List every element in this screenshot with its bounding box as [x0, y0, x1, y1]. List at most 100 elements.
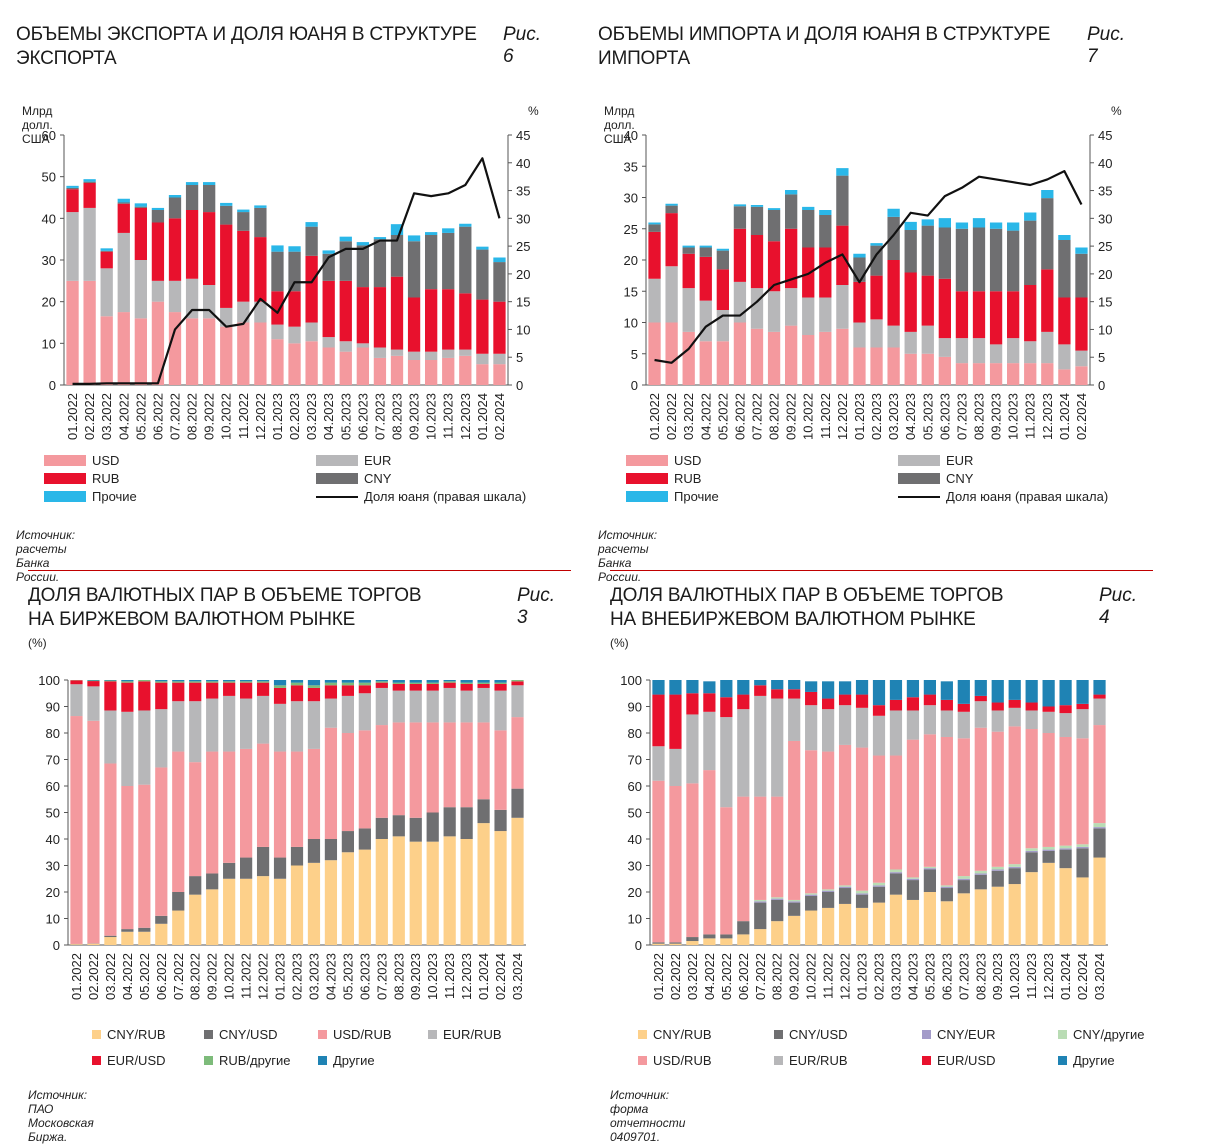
x-tick-label: 05.2023: [338, 393, 353, 440]
x-tick-label: 07.2022: [750, 393, 765, 440]
bar-segment-eur-rub: [461, 691, 473, 723]
bar-segment-cny: [459, 227, 471, 294]
bar-segment-eur: [819, 298, 831, 332]
bar-segment-eur: [836, 285, 848, 329]
legend-label: Прочие: [92, 489, 137, 504]
bar-segment-cny: [802, 210, 814, 248]
bar-segment-eur-rub: [992, 710, 1004, 731]
bar-segment-eur-usd: [669, 695, 681, 749]
bar-segment-rub-other: [274, 685, 286, 688]
figure-label: Рис. 7: [1087, 24, 1125, 68]
bar-segment-cny-usd: [189, 876, 201, 895]
y-tick-label: 35: [624, 159, 638, 174]
bar-segment-cny-rub: [87, 944, 99, 945]
bar-segment-eur-usd: [444, 683, 456, 688]
x-tick-label: 02.2023: [287, 393, 302, 440]
bar-segment-cny: [83, 182, 95, 183]
y2-tick-label: 25: [516, 239, 530, 254]
bar-segment-eur-usd: [393, 684, 405, 691]
bar-segment-cny-other: [890, 869, 902, 872]
bar-segment-other: [374, 237, 386, 239]
y2-tick-label: 10: [516, 322, 530, 337]
bar-segment-cny-rub: [1093, 858, 1105, 945]
bar-segment-other: [1041, 190, 1053, 198]
legend-label: Другие: [333, 1053, 375, 1068]
y2-tick-label: 5: [1098, 350, 1105, 365]
x-tick-label: 08.2023: [972, 393, 987, 440]
bar-segment-eur: [152, 281, 164, 302]
x-tick-label: 03.2022: [99, 393, 114, 440]
bar-segment-eur-usd: [121, 683, 133, 712]
y-tick-label: 5: [631, 347, 638, 362]
bar-segment-rub: [700, 257, 712, 301]
bar-segment-eur-usd: [410, 684, 422, 691]
bar-segment-cny-usd: [1043, 851, 1055, 863]
bar-segment-eur: [271, 325, 283, 340]
bar-segment-eur-rub: [652, 746, 664, 780]
bar-segment-others: [308, 680, 320, 685]
legend-label: EUR/USD: [937, 1053, 996, 1068]
x-tick-label: 04.2023: [905, 953, 920, 1000]
bar-segment-cny-rub: [890, 895, 902, 945]
bar-segment-rub-other: [121, 681, 133, 682]
bar-segment-cny: [956, 229, 968, 292]
x-tick-label: 04.2023: [323, 953, 338, 1000]
bar-segment-rub: [887, 260, 899, 326]
bar-segment-cny-other: [1076, 844, 1088, 847]
x-tick-label: 01.2022: [69, 953, 84, 1000]
bar-segment-usd-rub: [342, 733, 354, 831]
bar-segment-rub: [305, 256, 317, 323]
bar-segment-cny-rub: [1043, 863, 1055, 945]
bar-segment-rub: [237, 231, 249, 302]
bar-segment-cny: [425, 235, 437, 289]
bar-segment-cny-rub: [223, 879, 235, 945]
x-tick-label: 10.2022: [222, 953, 237, 1000]
x-tick-label: 01.2022: [651, 953, 666, 1000]
bar-segment-cny-rub: [958, 893, 970, 945]
bar-segment-cny-other: [822, 889, 834, 890]
y-tick-label: 10: [624, 316, 638, 331]
bar-segment-others: [1026, 680, 1038, 703]
y2-tick-label: 0: [1098, 378, 1105, 393]
bar-segment-cny: [905, 230, 917, 273]
bar-segment-rub: [203, 212, 215, 285]
legend-label: CNY/USD: [219, 1027, 278, 1042]
bar-segment-eur-rub: [1043, 712, 1055, 733]
bar-segment-usd: [237, 323, 249, 386]
x-tick-label: 07.2022: [753, 953, 768, 1000]
bar-segment-eur: [357, 343, 369, 347]
bar-segment-eur: [768, 291, 780, 332]
bar-segment-eur: [956, 338, 968, 363]
bar-segment-eur-usd: [805, 692, 817, 705]
bar-segment-eur-rub: [703, 712, 715, 770]
x-tick-label: 10.2023: [1007, 953, 1022, 1000]
bar-segment-cny-usd: [172, 892, 184, 911]
y-tick-label: 20: [46, 885, 60, 900]
bar-segment-cny: [1007, 231, 1019, 292]
x-tick-label: 06.2023: [355, 393, 370, 440]
x-tick-label: 09.2023: [408, 953, 423, 1000]
bar-segment-other: [1075, 248, 1087, 254]
bar-segment-other: [990, 223, 1002, 229]
y-tick-label: 40: [46, 832, 60, 847]
bar-segment-rub-other: [410, 683, 422, 684]
bar-segment-eur-usd: [359, 685, 371, 693]
legend-label: CNY/EUR: [937, 1027, 996, 1042]
y-tick-label: 0: [53, 938, 60, 953]
x-tick-label: 02.2023: [290, 953, 305, 1000]
bar-segment-usd-rub: [1076, 738, 1088, 844]
bar-segment-eur-rub: [189, 701, 201, 762]
bar-segment-eur-usd: [189, 683, 201, 702]
bar-segment-cny-usd: [754, 903, 766, 930]
bar-segment-eur-usd: [754, 685, 766, 696]
y2-tick-label: 25: [1098, 239, 1112, 254]
bar-segment-usd-rub: [992, 732, 1004, 867]
legend-swatch: [898, 473, 940, 484]
bar-segment-cny: [922, 226, 934, 276]
bar-segment-eur-rub: [206, 699, 218, 752]
bar-segment-eur: [1007, 338, 1019, 363]
bar-segment-usd: [135, 318, 147, 385]
y-tick-label: 20: [624, 253, 638, 268]
